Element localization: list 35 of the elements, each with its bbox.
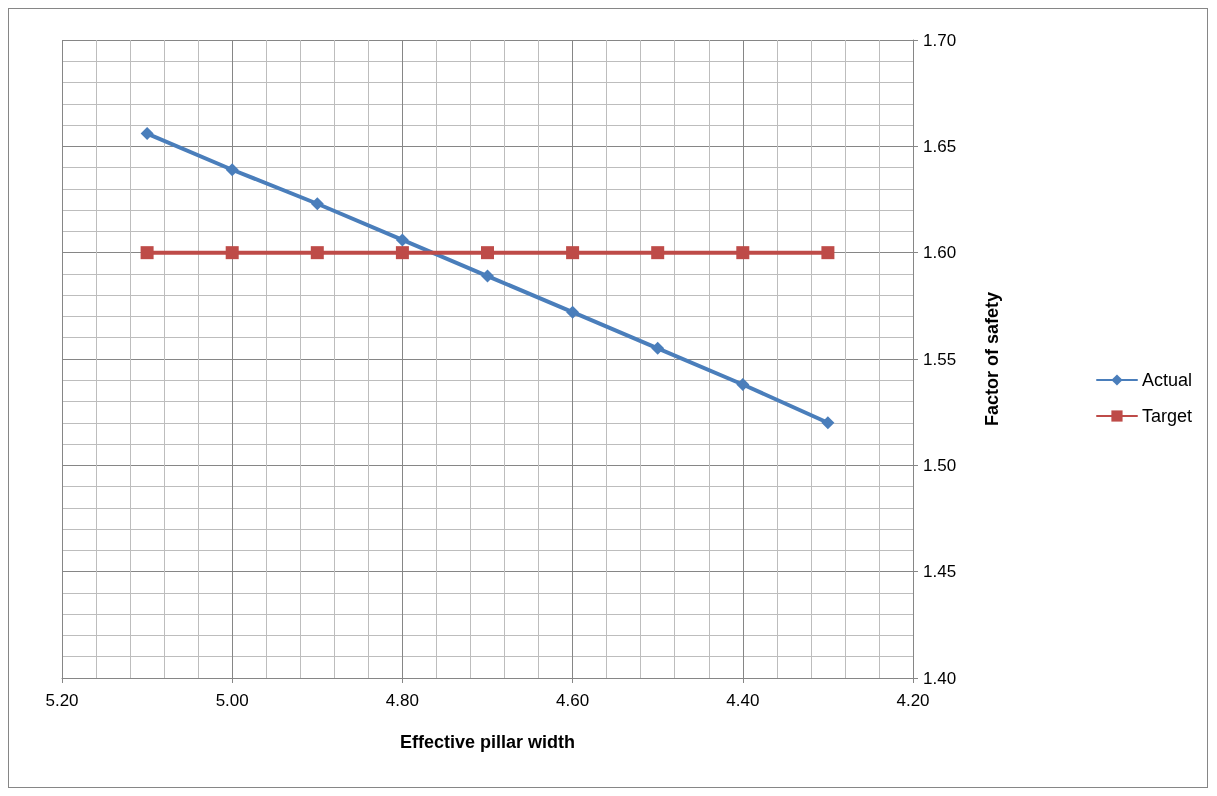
point bbox=[481, 246, 494, 260]
point bbox=[140, 246, 154, 260]
x-tick-label: 5.00 bbox=[215, 691, 249, 710]
y-tick-label: 1.50 bbox=[923, 455, 957, 475]
point bbox=[310, 197, 324, 211]
x-tick-label: 4.20 bbox=[896, 691, 930, 710]
x-axis-title: Effective pillar width bbox=[399, 732, 576, 752]
point bbox=[310, 246, 324, 260]
point bbox=[566, 305, 580, 319]
point bbox=[225, 246, 239, 260]
x-tick-label: 4.60 bbox=[556, 691, 590, 710]
point bbox=[736, 378, 750, 392]
point bbox=[395, 246, 409, 260]
y-tick-label: 1.60 bbox=[923, 243, 957, 263]
y-tick-label: 1.70 bbox=[923, 30, 957, 50]
point bbox=[225, 163, 239, 177]
x-tick-label: 4.80 bbox=[385, 691, 419, 710]
point bbox=[651, 341, 665, 355]
point bbox=[481, 269, 494, 283]
y-tick-label: 1.45 bbox=[923, 562, 957, 582]
point bbox=[395, 233, 409, 247]
y-tick-label: 1.40 bbox=[923, 668, 957, 688]
y-tick-label: 1.55 bbox=[923, 349, 957, 369]
x-tick-label: 4.40 bbox=[726, 691, 760, 710]
y-tick-label: 1.65 bbox=[923, 136, 957, 156]
point bbox=[821, 246, 835, 260]
legend-label: Target bbox=[1141, 406, 1192, 426]
point bbox=[651, 246, 665, 260]
point bbox=[566, 246, 580, 260]
y-axis-title: Factor of safety bbox=[982, 291, 1002, 427]
legend-label: Actual bbox=[1141, 370, 1192, 390]
point bbox=[140, 127, 154, 141]
point bbox=[821, 416, 835, 430]
x-tick-label: 5.20 bbox=[45, 691, 79, 710]
point bbox=[736, 246, 750, 260]
